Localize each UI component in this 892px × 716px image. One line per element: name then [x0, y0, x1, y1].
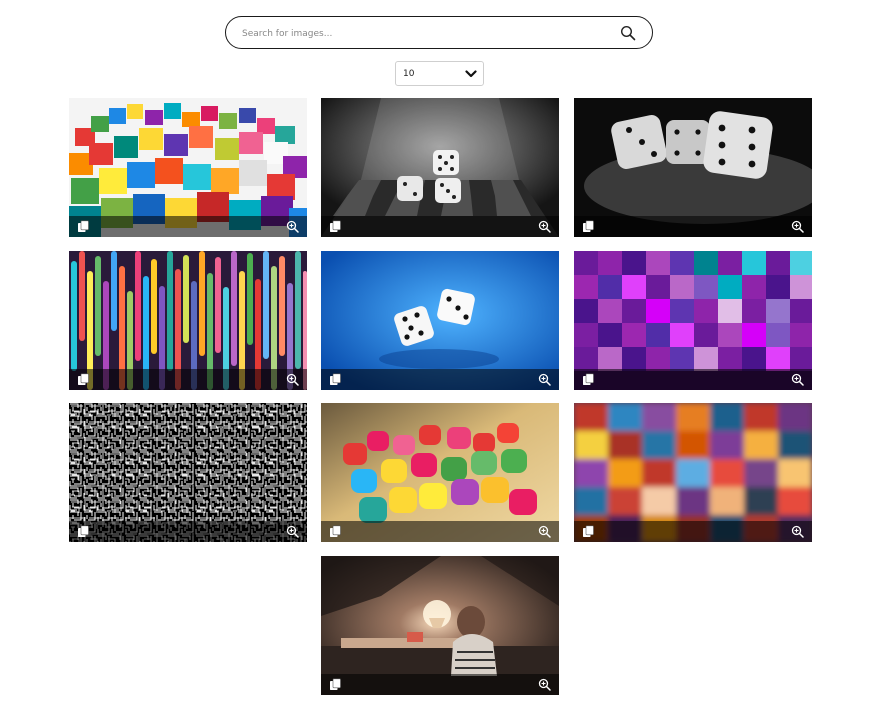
image-toolbar: [321, 369, 559, 390]
search-input[interactable]: [240, 23, 604, 45]
zoom-in-icon[interactable]: [791, 220, 804, 233]
image-thumbnail[interactable]: [321, 556, 559, 695]
image-toolbar: [321, 674, 559, 695]
copy-icon[interactable]: [77, 220, 90, 233]
image-toolbar: [574, 216, 812, 237]
image-toolbar: [574, 369, 812, 390]
image-thumbnail[interactable]: [321, 403, 559, 542]
copy-icon[interactable]: [329, 373, 342, 386]
image-toolbar: [321, 521, 559, 542]
zoom-in-icon[interactable]: [538, 678, 551, 691]
gallery-item[interactable]: [69, 403, 307, 542]
copy-icon[interactable]: [329, 220, 342, 233]
zoom-in-icon[interactable]: [286, 220, 299, 233]
gallery-item[interactable]: [69, 98, 307, 237]
copy-icon[interactable]: [329, 525, 342, 538]
image-toolbar: [69, 369, 307, 390]
zoom-in-icon[interactable]: [791, 373, 804, 386]
gallery-item[interactable]: [69, 251, 307, 390]
image-thumbnail[interactable]: [574, 403, 812, 542]
image-thumbnail[interactable]: [574, 98, 812, 237]
search-bar: [225, 16, 653, 49]
copy-icon[interactable]: [582, 525, 595, 538]
gallery-item[interactable]: [321, 556, 559, 695]
gallery-item[interactable]: [321, 251, 559, 390]
image-toolbar: [321, 216, 559, 237]
image-toolbar: [69, 521, 307, 542]
zoom-in-icon[interactable]: [286, 525, 299, 538]
copy-icon[interactable]: [582, 373, 595, 386]
image-thumbnail[interactable]: [69, 251, 307, 390]
gallery-item[interactable]: [574, 251, 812, 390]
zoom-in-icon[interactable]: [538, 525, 551, 538]
image-thumbnail[interactable]: [69, 98, 307, 237]
copy-icon[interactable]: [77, 373, 90, 386]
copy-icon[interactable]: [329, 678, 342, 691]
per-page-value: 10: [403, 69, 415, 79]
per-page-select[interactable]: 10: [395, 61, 484, 86]
search-icon[interactable]: [620, 25, 636, 41]
gallery-item[interactable]: [574, 403, 812, 542]
gallery-item[interactable]: [321, 403, 559, 542]
zoom-in-icon[interactable]: [286, 373, 299, 386]
gallery-item[interactable]: [574, 98, 812, 237]
zoom-in-icon[interactable]: [791, 525, 804, 538]
copy-icon[interactable]: [77, 525, 90, 538]
image-toolbar: [69, 216, 307, 237]
zoom-in-icon[interactable]: [538, 373, 551, 386]
image-thumbnail[interactable]: [69, 403, 307, 542]
copy-icon[interactable]: [582, 220, 595, 233]
image-toolbar: [574, 521, 812, 542]
image-thumbnail[interactable]: [321, 251, 559, 390]
chevron-down-icon: [465, 70, 477, 78]
gallery-item[interactable]: [321, 98, 559, 237]
zoom-in-icon[interactable]: [538, 220, 551, 233]
